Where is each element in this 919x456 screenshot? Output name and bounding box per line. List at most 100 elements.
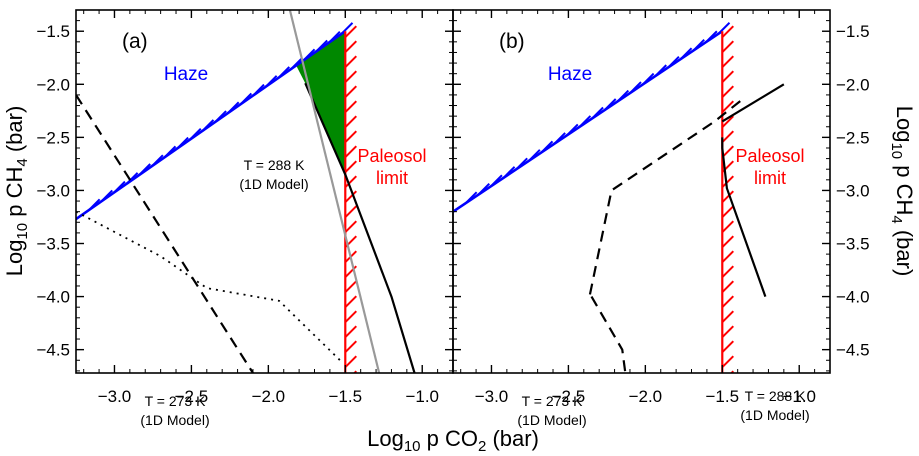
- paleosol-hatch-mark: [344, 25, 357, 38]
- haze-hatch-mark: [87, 198, 101, 211]
- y-tick-label: −2.0: [36, 75, 70, 94]
- haze-hatch-mark: [100, 189, 113, 203]
- paleosol-hatch-mark: [721, 175, 734, 188]
- x-tick-label: −3.0: [475, 387, 509, 406]
- paleosol-hatch-mark: [344, 355, 357, 368]
- haze-boundary-line: [453, 30, 724, 213]
- x-tick-label: −1.5: [329, 387, 363, 406]
- x-tick-label: −2.5: [552, 387, 586, 406]
- haze-hatch-mark: [578, 115, 592, 128]
- paleosol-hatch-mark: [344, 190, 357, 203]
- haze-hatch-mark: [189, 128, 202, 141]
- paleosol-hatch-mark: [344, 280, 357, 293]
- haze-hatch-mark: [277, 66, 290, 79]
- annotation-288k-model: (1D Model): [740, 407, 809, 423]
- x-axis-title: Log10 p CO2 (bar): [367, 426, 539, 455]
- paleosol-hatch-mark: [344, 205, 357, 218]
- paleosol-hatch-mark: [721, 70, 734, 83]
- paleosol-hatch-mark: [344, 115, 357, 128]
- panel-label: (a): [122, 30, 148, 53]
- panel-label: (b): [499, 30, 525, 53]
- y-tick-label: −3.5: [36, 235, 70, 254]
- haze-hatch-mark: [667, 55, 680, 69]
- dashed-273k-line: [588, 96, 747, 295]
- haze-hatch-mark: [616, 89, 630, 103]
- haze-hatch-mark: [340, 22, 354, 35]
- y-tick-label: −3.0: [36, 181, 70, 200]
- annotation-273k: T = 273 K: [145, 393, 207, 409]
- haze-hatch-mark: [302, 48, 316, 62]
- haze-boundary-line: [76, 30, 347, 221]
- panel-frame: [452, 9, 831, 374]
- haze-hatch-mark: [214, 110, 227, 123]
- annotation-288k: T = 288 K: [745, 388, 807, 404]
- annotation-288k: T = 288 K: [244, 157, 306, 173]
- haze-hatch-mark: [540, 140, 554, 154]
- x-tick-label: −1.5: [706, 387, 740, 406]
- annotation-288k-model: (1D Model): [239, 176, 308, 192]
- paleosol-hatch-mark: [344, 340, 357, 353]
- haze-hatch-mark: [239, 92, 253, 106]
- paleosol-hatch-mark: [721, 235, 734, 248]
- haze-hatch-mark: [113, 180, 126, 194]
- paleosol-hatch-mark: [721, 25, 734, 38]
- y-tick-label: −4.0: [36, 288, 70, 307]
- paleosol-hatch-mark: [344, 325, 357, 338]
- plot-area-b: [453, 22, 785, 373]
- haze-hatch-mark: [629, 81, 642, 94]
- haze-hatch-mark: [464, 191, 478, 204]
- haze-hatch-mark: [176, 136, 189, 150]
- haze-label: Haze: [548, 64, 592, 85]
- haze-hatch-mark: [290, 57, 303, 70]
- haze-hatch-mark: [553, 132, 566, 145]
- y-tick-label: −2.0: [836, 75, 870, 94]
- dashed-273k-line: [590, 296, 627, 373]
- paleosol-hatch-mark: [721, 310, 734, 323]
- paleosol-hatch-mark: [721, 250, 734, 263]
- haze-hatch-mark: [490, 174, 503, 187]
- paleosol-hatch-mark: [344, 85, 357, 98]
- y-tick-label: −4.5: [836, 341, 870, 360]
- haze-hatch-mark: [264, 75, 278, 88]
- haze-hatch-mark: [502, 166, 516, 179]
- x-tick-label: −2.5: [175, 387, 209, 406]
- haze-hatch-mark: [151, 154, 164, 167]
- x-tick-label: −1.0: [405, 387, 439, 406]
- x-tick-label: −1.0: [782, 387, 816, 406]
- paleosol-hatch-mark: [721, 295, 734, 308]
- paleosol-hatch-mark: [344, 145, 357, 158]
- paleosol-hatch-mark: [344, 100, 357, 113]
- paleosol-hatch-mark: [721, 100, 734, 113]
- haze-hatch-mark: [528, 149, 541, 162]
- paleosol-hatch-mark: [344, 175, 357, 188]
- y-tick-label: −3.0: [836, 181, 870, 200]
- x-tick-label: −2.0: [252, 387, 286, 406]
- plot-area-a: [76, 10, 416, 373]
- paleosol-hatch-mark: [344, 310, 357, 323]
- haze-hatch-mark: [201, 119, 215, 132]
- paleosol-hatch-mark: [344, 160, 357, 173]
- paleosol-hatch-mark: [721, 280, 734, 293]
- haze-label: Haze: [164, 64, 208, 85]
- haze-hatch-mark: [717, 22, 731, 35]
- x-tick-label: −2.0: [629, 387, 663, 406]
- paleosol-label: limit: [754, 168, 786, 188]
- haze-hatch-mark: [641, 72, 655, 86]
- y-axis-title-left: Log10 p CH4 (bar): [2, 106, 31, 277]
- panel-a: −3.0 −2.5 −2.0 −1.5 −1.0 −1.5 −2.0 −2.5 −3.0 −3.5…: [36, 9, 454, 428]
- haze-hatch-mark: [705, 30, 718, 43]
- paleosol-hatch-mark: [721, 115, 734, 128]
- paleosol-hatch-mark: [721, 355, 734, 368]
- paleosol-hatch-mark: [721, 55, 734, 68]
- gray-model-line: [288, 10, 381, 373]
- haze-hatch-mark: [315, 39, 328, 53]
- panel-b: −3.0 −2.5 −2.0 −1.5 −1.0 −1.5 −2.0 −2.5 −3.0 −3.5…: [452, 9, 870, 428]
- haze-hatch-mark: [252, 83, 265, 97]
- y-tick-label: −2.5: [836, 128, 870, 147]
- haze-hatch-mark: [591, 106, 604, 120]
- y-axis-title-right: Log10 p CH4 (bar): [888, 106, 917, 277]
- y-tick-label: −4.5: [36, 341, 70, 360]
- y-tick-label: −1.5: [36, 22, 70, 41]
- haze-hatch-mark: [604, 98, 617, 111]
